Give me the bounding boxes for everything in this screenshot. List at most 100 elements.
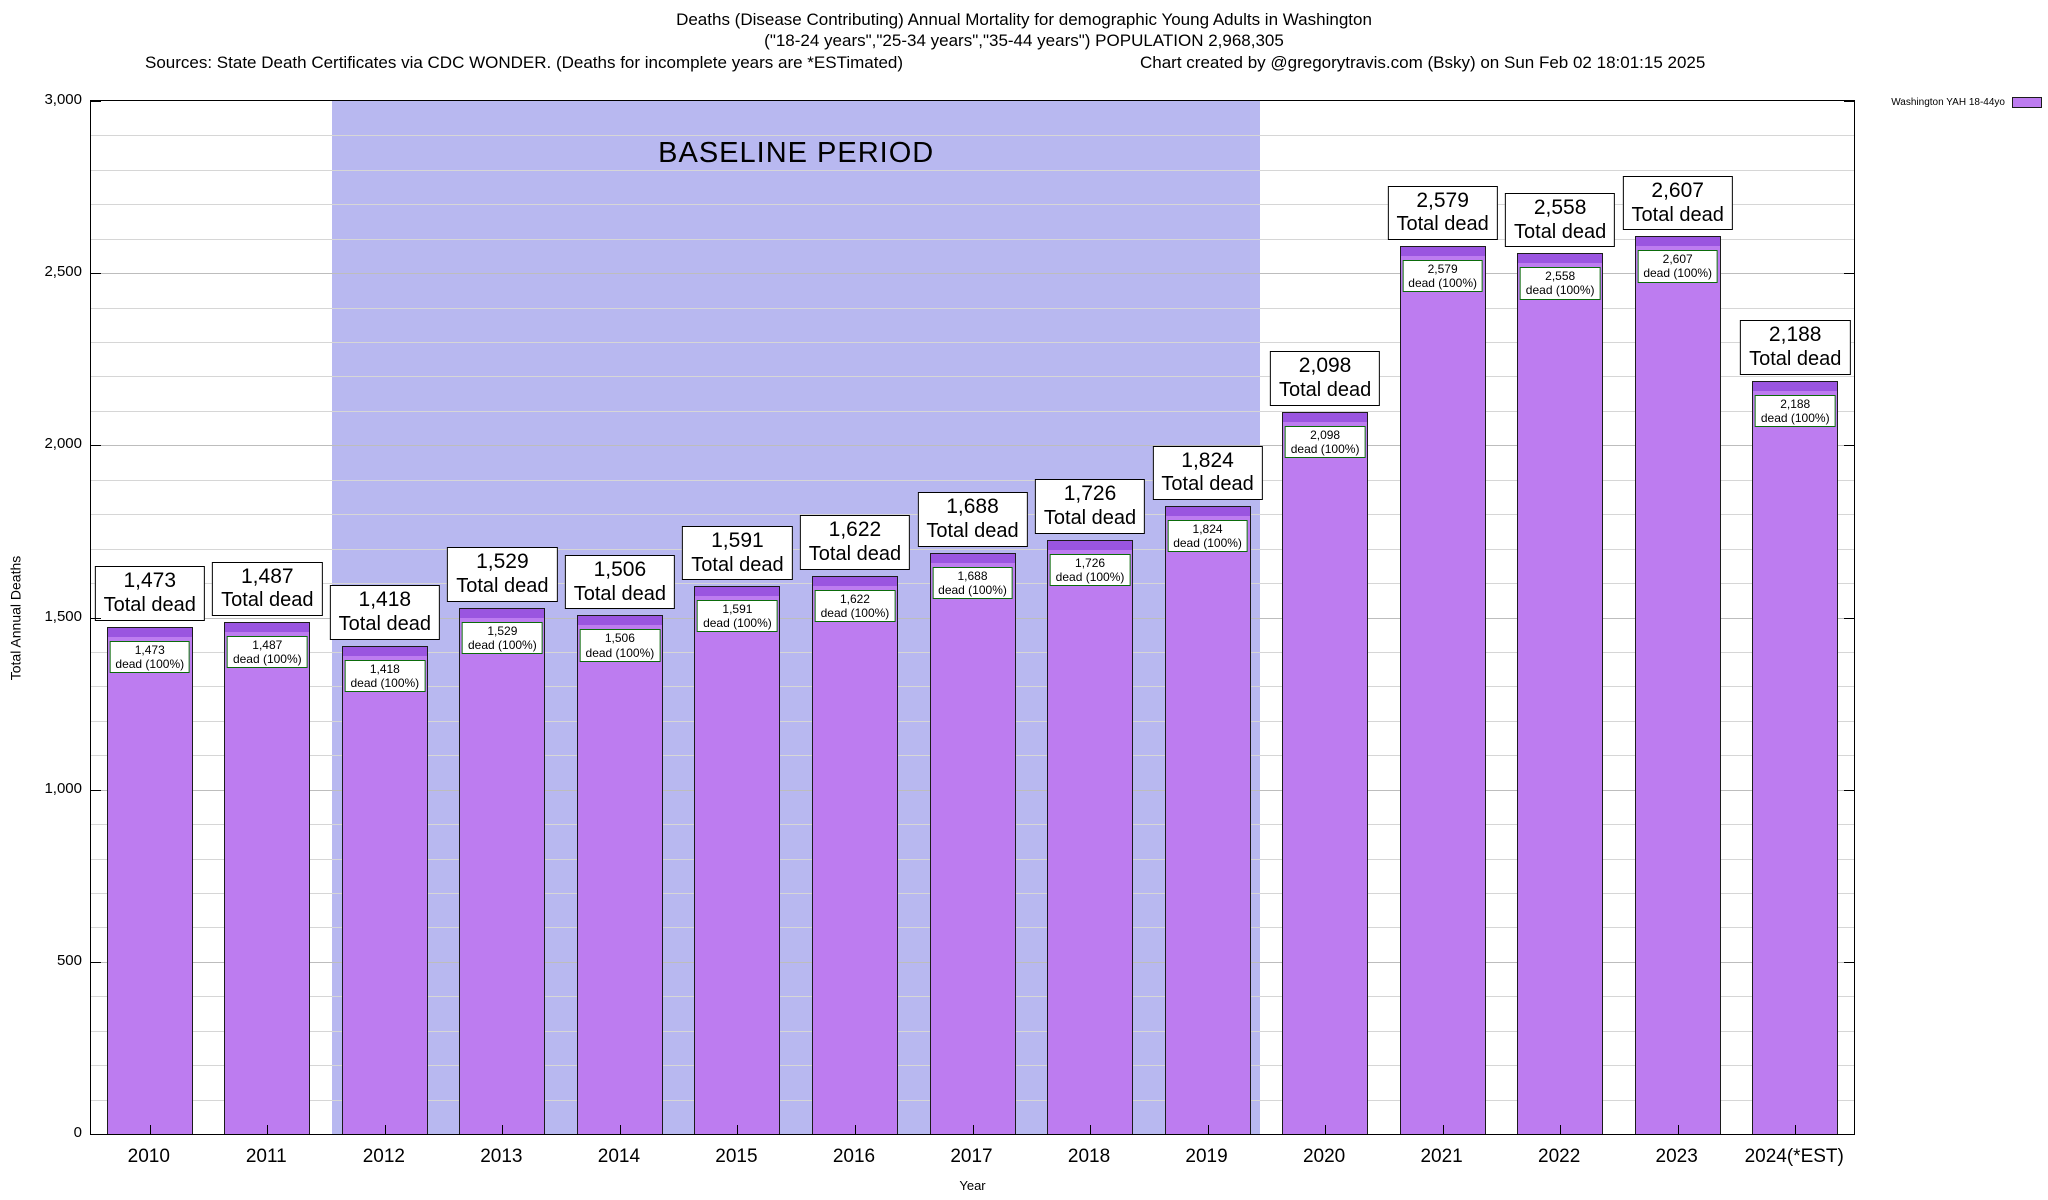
bar: 1,824 dead (100%) [1164, 505, 1251, 1134]
bar-top-segment [1518, 254, 1603, 264]
y-tick-mark [1844, 617, 1854, 619]
bar-total-suffix: Total dead [338, 613, 431, 636]
bar-inner-suffix: dead (100%) [350, 675, 420, 690]
x-tick-mark [972, 1125, 974, 1134]
bar: 2,098 dead (100%) [1282, 411, 1369, 1134]
bar: 1,726 dead (100%) [1047, 539, 1134, 1134]
bar-total-suffix: Total dead [103, 594, 196, 617]
x-tick-mark [502, 1125, 504, 1134]
gridline [91, 342, 1854, 344]
bar-top-segment [1283, 412, 1368, 422]
x-tick-mark [1325, 1125, 1327, 1134]
bar-inner-value: 1,506 [604, 631, 635, 646]
bar-inner-suffix: dead (100%) [1760, 410, 1830, 425]
bar-total-value: 1,418 [358, 588, 412, 612]
x-tick-mark [384, 1125, 386, 1134]
bar-inner-label: 1,824 dead (100%) [1167, 519, 1248, 553]
x-axis-tick-label: 2020 [1302, 1146, 1346, 1167]
x-tick-mark [737, 1125, 739, 1134]
bar: 2,188 dead (100%) [1752, 380, 1839, 1134]
bar-total-value: 1,506 [593, 558, 647, 582]
y-tick-mark [91, 789, 101, 791]
bar-inner-label: 1,622 dead (100%) [814, 589, 896, 622]
bar: 1,529 dead (100%) [459, 607, 546, 1134]
bar-total-value: 1,529 [476, 550, 529, 574]
bar-total-label: 1,506 Total dead [564, 555, 676, 610]
y-axis-tick-label: 3,000 [44, 91, 82, 108]
gridline [91, 204, 1854, 206]
bar-inner-value: 2,607 [1662, 252, 1693, 267]
bar-inner-suffix: dead (100%) [938, 582, 1007, 597]
y-axis-tick-label: 2,500 [44, 263, 82, 281]
bar-top-segment [342, 646, 427, 656]
x-tick-mark [1207, 1125, 1209, 1134]
bar-total-label: 2,188 Total dead [1740, 320, 1851, 375]
bar-inner-value: 1,824 [1192, 521, 1223, 536]
bar-inner-value: 2,098 [1310, 427, 1341, 442]
x-axis-tick-label: 2012 [362, 1146, 405, 1167]
bar-total-suffix: Total dead [1514, 220, 1607, 243]
bar-total-value: 2,098 [1298, 354, 1352, 378]
plot-area: BASELINE PERIOD 1,473 dead (100%) 1,473 Tota… [90, 100, 1855, 1135]
bar-total-label: 1,487 Total dead [212, 561, 323, 616]
bar-total-value: 2,558 [1533, 195, 1587, 219]
gridline [91, 479, 1854, 481]
y-tick-mark [91, 273, 101, 275]
bar-inner-suffix: dead (100%) [232, 652, 302, 667]
credit-note: Chart created by @gregorytravis.com (Bsk… [1140, 53, 1706, 72]
bar-total-label: 1,591 Total dead [682, 525, 793, 581]
y-tick-mark [1844, 961, 1854, 963]
gridline [91, 135, 1854, 137]
x-axis-tick-label: 2013 [480, 1146, 523, 1167]
chart-title: Deaths (Disease Contributing) Annual Mor… [676, 10, 1372, 29]
bar: 2,607 dead (100%) [1634, 236, 1721, 1134]
x-tick-mark [1090, 1125, 1092, 1134]
bar-total-label: 1,688 Total dead [917, 492, 1028, 547]
bar-top-segment [1165, 506, 1250, 516]
y-tick-mark [91, 101, 101, 102]
bar-total-value: 2,188 [1768, 323, 1822, 347]
bar: 1,688 dead (100%) [929, 552, 1016, 1134]
y-tick-mark [1844, 1134, 1854, 1135]
bar-total-label: 1,726 Total dead [1034, 479, 1146, 534]
bar-inner-label: 1,473 dead (100%) [109, 640, 191, 674]
legend: Washington YAH 18-44yo [1891, 97, 2042, 108]
bar-total-value: 1,591 [711, 528, 764, 552]
bar-total-label: 2,098 Total dead [1269, 351, 1381, 406]
bar-total-label: 2,579 Total dead [1387, 185, 1498, 240]
bar-inner-label: 1,688 dead (100%) [932, 566, 1013, 600]
y-axis-tick-label: 500 [56, 951, 82, 969]
bar-total-suffix: Total dead [1631, 203, 1724, 226]
bar-total-value: 1,622 [828, 518, 882, 542]
legend-swatch [2012, 97, 2042, 108]
y-tick-mark [1844, 101, 1854, 102]
bar-total-suffix: Total dead [573, 582, 667, 605]
bar: 1,418 dead (100%) [341, 645, 428, 1134]
bar-total-suffix: Total dead [1278, 379, 1372, 401]
bar-inner-suffix: dead (100%) [820, 605, 890, 620]
bar-top-segment [225, 622, 310, 632]
x-axis-tick-label: 2018 [1067, 1146, 1111, 1167]
baseline-period-label: BASELINE PERIOD [658, 137, 935, 169]
gridline [91, 548, 1854, 550]
bar: 2,579 dead (100%) [1399, 245, 1486, 1134]
x-axis-tick-label: 2010 [127, 1146, 170, 1167]
x-axis-tick-label: 2024(*EST) [1744, 1146, 1844, 1167]
bar-inner-value: 2,579 [1427, 261, 1458, 276]
bar-inner-label: 2,558 dead (100%) [1519, 267, 1601, 300]
y-tick-mark [91, 1134, 101, 1135]
bar-inner-label: 2,188 dead (100%) [1754, 394, 1836, 427]
bar-inner-label: 2,579 dead (100%) [1402, 259, 1483, 293]
bar-inner-value: 1,487 [252, 637, 283, 652]
gridline [91, 445, 1854, 447]
y-axis-tick-label: 1,500 [44, 607, 82, 625]
bar: 1,506 dead (100%) [576, 615, 663, 1134]
bar-inner-value: 2,558 [1545, 269, 1576, 284]
bar-total-suffix: Total dead [808, 542, 902, 565]
bar-total-label: 1,824 Total dead [1152, 445, 1263, 500]
bar-top-segment [1635, 237, 1720, 247]
bar-top-segment [577, 616, 662, 626]
bar: 1,487 dead (100%) [224, 621, 311, 1134]
bar-inner-label: 1,487 dead (100%) [226, 635, 308, 669]
bar-inner-value: 1,622 [839, 591, 870, 606]
